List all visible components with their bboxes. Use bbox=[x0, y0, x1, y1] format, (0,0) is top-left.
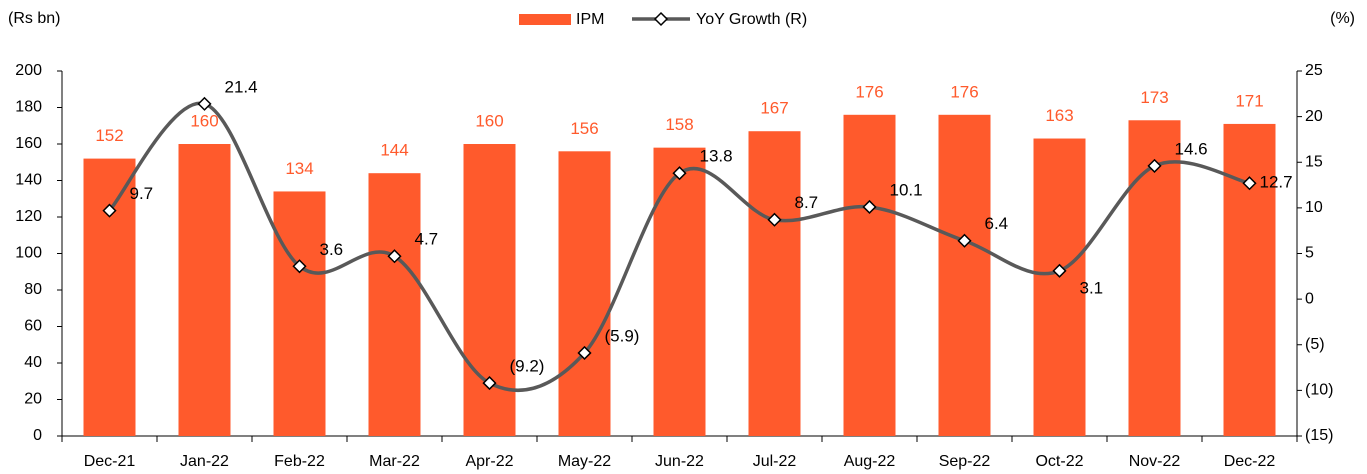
legend-swatch bbox=[519, 14, 571, 25]
y-tick-label: 160 bbox=[15, 135, 42, 152]
bar-label: 156 bbox=[570, 119, 598, 138]
y2-tick-label: (10) bbox=[1305, 382, 1333, 399]
line-marker bbox=[577, 345, 592, 361]
line-marker bbox=[387, 249, 402, 264]
bar bbox=[463, 144, 516, 436]
line-marker bbox=[102, 203, 117, 218]
y-tick-label: 120 bbox=[15, 208, 42, 225]
bar bbox=[368, 173, 421, 436]
x-tick-label: Dec-22 bbox=[1224, 453, 1276, 470]
y2-tick-label: (15) bbox=[1305, 427, 1333, 444]
line-label: (9.2) bbox=[510, 357, 545, 376]
y2-tick-label: 25 bbox=[1305, 62, 1323, 79]
bar-label: 163 bbox=[1045, 106, 1073, 125]
line-label: 8.7 bbox=[795, 193, 819, 212]
y-tick-label: 40 bbox=[24, 354, 42, 371]
line-label: (5.9) bbox=[605, 326, 640, 345]
line-marker bbox=[1242, 176, 1257, 191]
bar bbox=[83, 158, 136, 436]
x-tick-label: Dec-21 bbox=[84, 453, 136, 470]
bar-label: 171 bbox=[1235, 91, 1263, 110]
y-tick-label: 0 bbox=[33, 427, 42, 444]
x-tick-label: Mar-22 bbox=[369, 453, 420, 470]
bar bbox=[558, 151, 611, 437]
y2-tick-label: 10 bbox=[1305, 199, 1323, 216]
y-tick-label: 20 bbox=[24, 391, 42, 408]
x-tick-label: Nov-22 bbox=[1129, 453, 1181, 470]
bar-label: 152 bbox=[95, 126, 123, 145]
bar bbox=[938, 114, 991, 437]
bar-label: 144 bbox=[380, 141, 408, 160]
bar-label: 176 bbox=[855, 82, 883, 101]
y2-tick-label: 20 bbox=[1305, 108, 1323, 125]
y-tick-label: 60 bbox=[24, 318, 42, 335]
line-label: 9.7 bbox=[130, 184, 154, 203]
line-marker bbox=[1052, 263, 1067, 278]
x-tick-label: Oct-22 bbox=[1035, 453, 1083, 470]
y-tick-label: 200 bbox=[15, 62, 42, 79]
x-tick-label: Aug-22 bbox=[844, 453, 896, 470]
x-tick-label: May-22 bbox=[558, 453, 611, 470]
line-label: 14.6 bbox=[1175, 139, 1208, 158]
line-label: 4.7 bbox=[415, 230, 439, 249]
bar-label: 160 bbox=[190, 111, 218, 130]
line-label: 12.7 bbox=[1260, 173, 1293, 192]
bar bbox=[653, 147, 706, 436]
bar bbox=[273, 191, 326, 436]
line-marker bbox=[767, 212, 782, 227]
line-label: 6.4 bbox=[985, 214, 1009, 233]
x-tick-label: Feb-22 bbox=[274, 453, 325, 470]
x-tick-label: Apr-22 bbox=[465, 453, 513, 470]
bar-label: 167 bbox=[760, 99, 788, 118]
bar-label: 160 bbox=[475, 111, 503, 130]
bar bbox=[1033, 138, 1086, 436]
y2-tick-label: 15 bbox=[1305, 153, 1323, 170]
y2-tick-label: 5 bbox=[1305, 245, 1314, 262]
x-tick-label: Jan-22 bbox=[180, 453, 229, 470]
y-axis-label: (Rs bn) bbox=[8, 10, 60, 27]
y2-tick-label: 0 bbox=[1305, 290, 1314, 307]
line-marker bbox=[197, 96, 212, 111]
line-marker bbox=[1147, 158, 1162, 173]
bar-label: 173 bbox=[1140, 88, 1168, 107]
y2-axis-label: (%) bbox=[1330, 10, 1355, 27]
y-tick-label: 100 bbox=[15, 245, 42, 262]
line-marker bbox=[862, 199, 877, 215]
bar-label: 134 bbox=[285, 159, 313, 178]
bar-label: 176 bbox=[950, 82, 978, 101]
bar bbox=[748, 131, 801, 436]
legend-label: YoY Growth (R) bbox=[696, 11, 807, 28]
line-label: 3.1 bbox=[1080, 278, 1104, 297]
legend-label: IPM bbox=[576, 11, 604, 28]
y-tick-label: 180 bbox=[15, 99, 42, 116]
y-tick-label: 140 bbox=[15, 172, 42, 189]
y2-tick-label: (5) bbox=[1305, 336, 1325, 353]
bar-label: 158 bbox=[665, 115, 693, 134]
x-tick-label: Jun-22 bbox=[655, 453, 704, 470]
legend-marker bbox=[653, 11, 669, 27]
line-label: 3.6 bbox=[320, 240, 344, 259]
x-tick-label: Jul-22 bbox=[753, 453, 797, 470]
line-label: 10.1 bbox=[890, 180, 923, 199]
x-tick-label: Sep-22 bbox=[939, 453, 991, 470]
y-tick-label: 80 bbox=[24, 281, 42, 298]
bar bbox=[843, 114, 896, 437]
line-label: 21.4 bbox=[225, 77, 258, 96]
line-label: 13.8 bbox=[700, 147, 733, 166]
bar bbox=[1223, 123, 1276, 437]
bar bbox=[178, 144, 231, 436]
line-marker bbox=[482, 376, 497, 391]
line-marker bbox=[957, 233, 972, 248]
line-marker bbox=[672, 166, 687, 181]
line-marker bbox=[292, 259, 307, 274]
